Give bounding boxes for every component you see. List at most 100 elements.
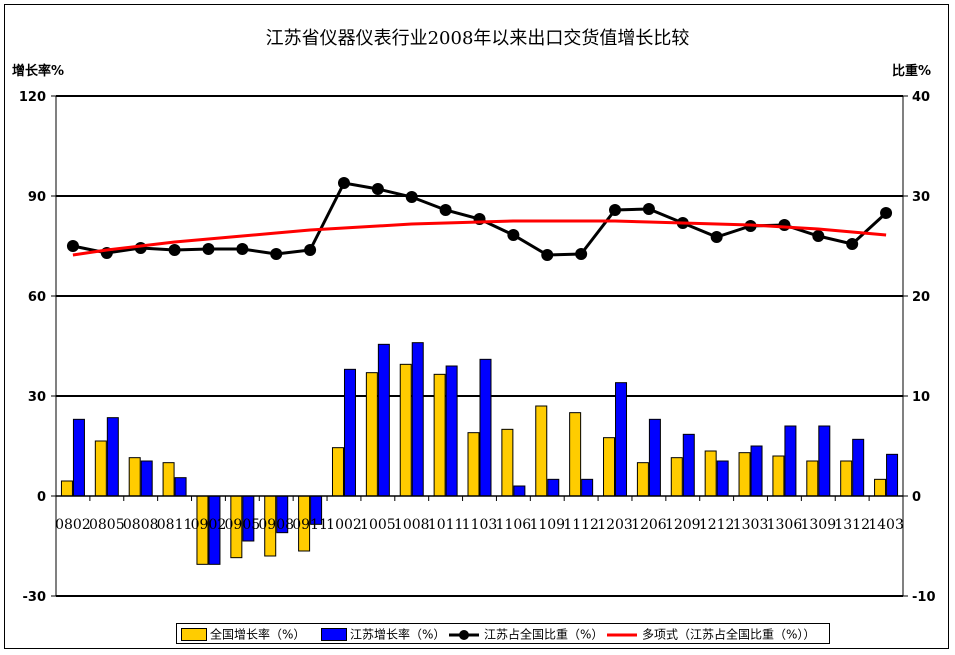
bar-national-growth (806, 460, 819, 497)
point-jiangsu-share (202, 243, 215, 255)
bar-national-growth (535, 405, 548, 497)
point-jiangsu-share (541, 249, 554, 261)
x-tick-label: 0811 (157, 517, 193, 533)
chart-frame (4, 4, 949, 649)
bar-national-growth (433, 373, 446, 497)
bar-jiangsu-growth (445, 365, 458, 497)
bar-national-growth (569, 412, 582, 497)
x-tick-label: 1209 (665, 517, 701, 533)
point-jiangsu-share (642, 203, 655, 215)
x-tick-label: 1112 (563, 517, 599, 533)
y-left-tick-label: 90 (28, 190, 46, 205)
point-jiangsu-share (575, 248, 588, 260)
y-right-tick-label: 40 (912, 90, 930, 105)
y-right-tick-label: 10 (912, 390, 930, 405)
bar-jiangsu-growth (140, 460, 153, 497)
legend-line-marker-icon (449, 629, 479, 640)
x-tick-label: 1011 (428, 517, 464, 533)
x-tick-label: 0902 (191, 517, 227, 533)
x-tick-label: 1306 (767, 517, 803, 533)
bar-national-growth (738, 452, 751, 497)
bar-national-growth (772, 455, 785, 497)
point-jiangsu-share (846, 238, 859, 250)
point-jiangsu-share (778, 219, 791, 231)
x-tick-label: 0905 (225, 517, 261, 533)
legend-item-trendline: 多项式（江苏占全国比重（%）） (605, 626, 815, 642)
bar-national-growth (60, 480, 73, 497)
y-left-tick-label: 0 (37, 490, 46, 505)
x-tick-label: 1403 (868, 517, 904, 533)
legend-label: 多项式（江苏占全国比重（%）） (642, 627, 816, 642)
point-jiangsu-share (371, 183, 384, 195)
legend-label: 江苏占全国比重（%） (484, 627, 604, 642)
point-jiangsu-share (168, 244, 181, 256)
point-jiangsu-share (609, 204, 622, 216)
legend-label: 江苏增长率（%） (350, 627, 446, 642)
point-jiangsu-share (304, 244, 317, 256)
point-jiangsu-share (507, 229, 520, 241)
bar-national-growth (704, 450, 717, 497)
x-tick-label: 1002 (326, 517, 362, 533)
point-jiangsu-share (337, 177, 350, 189)
x-tick-label: 0802 (55, 517, 91, 533)
x-tick-label: 1309 (800, 517, 836, 533)
bar-jiangsu-growth (682, 433, 695, 497)
bar-jiangsu-growth (818, 425, 831, 497)
bar-national-growth (636, 462, 649, 497)
bar-jiangsu-growth (750, 445, 763, 497)
y-right-tick-label: 30 (912, 190, 930, 205)
bar-national-growth (840, 460, 853, 497)
x-tick-label: 1312 (834, 517, 870, 533)
legend: 全国增长率（%） 江苏增长率（%） 江苏占全国比重（%） 多项式（江苏占全国比重… (176, 623, 830, 644)
y-left-tick-label: -30 (23, 590, 47, 605)
point-jiangsu-share (236, 243, 249, 255)
line-polynomial-trend (72, 219, 887, 257)
y-left-tick-label: 60 (28, 290, 46, 305)
x-tick-label: 1303 (733, 517, 769, 533)
bar-jiangsu-growth (615, 382, 628, 497)
bar-national-growth (467, 432, 480, 497)
point-jiangsu-share (812, 230, 825, 242)
bar-jiangsu-growth (411, 342, 424, 497)
y-axis-right-title: 比重% (892, 64, 932, 79)
x-tick-label: 1203 (597, 517, 633, 533)
x-tick-label: 1109 (529, 517, 565, 533)
bar-jiangsu-growth (174, 477, 187, 497)
x-tick-label: 1106 (496, 517, 532, 533)
y-axis-left-title: 增长率% (12, 64, 65, 79)
bar-jiangsu-growth (716, 460, 729, 497)
x-tick-label: 1212 (699, 517, 735, 533)
x-tick-label: 0908 (258, 517, 294, 533)
bar-jiangsu-growth (513, 485, 526, 497)
point-jiangsu-share (439, 204, 452, 216)
point-jiangsu-share (710, 231, 723, 243)
bar-national-growth (874, 478, 887, 497)
x-tick-label: 0805 (89, 517, 125, 533)
legend-swatch-blue (321, 628, 347, 641)
bar-national-growth (603, 437, 616, 497)
point-jiangsu-share (66, 240, 79, 252)
x-tick-label: 1103 (462, 517, 498, 533)
legend-label: 全国增长率（%） (210, 627, 306, 642)
chart-title: 江苏省仪器仪表行业2008年以来出口交货值增长比较 (265, 28, 690, 49)
y-right-tick-label: 20 (912, 290, 930, 305)
bar-jiangsu-growth (852, 438, 865, 497)
legend-swatch-yellow (181, 628, 207, 641)
y-right-tick-label: -10 (912, 590, 936, 605)
legend-item-jiangsu-growth: 江苏增长率（%） (321, 626, 445, 642)
bar-jiangsu-growth (547, 478, 560, 497)
bar-national-growth (94, 440, 107, 497)
legend-item-jiangsu-share: 江苏占全国比重（%） (447, 626, 603, 642)
bar-jiangsu-growth (72, 418, 85, 497)
bar-jiangsu-growth (106, 417, 119, 497)
legend-trendline-icon (607, 633, 637, 636)
point-jiangsu-share (880, 207, 893, 219)
bar-national-growth (162, 462, 175, 497)
x-tick-label: 1008 (394, 517, 430, 533)
x-tick-label: 0808 (123, 517, 159, 533)
y-left-tick-label: 120 (19, 90, 46, 105)
x-tick-label: 0911 (292, 517, 328, 533)
bar-jiangsu-growth (784, 425, 797, 497)
bar-national-growth (365, 372, 378, 497)
